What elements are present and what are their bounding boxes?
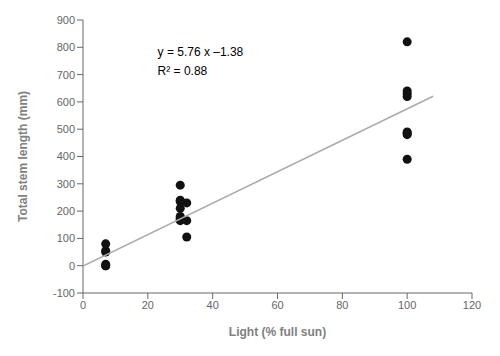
svg-text:400: 400 bbox=[57, 150, 75, 162]
svg-text:20: 20 bbox=[142, 299, 154, 311]
svg-text:Light (% full sun): Light (% full sun) bbox=[229, 325, 326, 339]
svg-text:120: 120 bbox=[463, 299, 481, 311]
svg-text:80: 80 bbox=[336, 299, 348, 311]
svg-text:40: 40 bbox=[207, 299, 219, 311]
svg-text:0: 0 bbox=[80, 299, 86, 311]
svg-text:0: 0 bbox=[69, 260, 75, 272]
svg-text:500: 500 bbox=[57, 123, 75, 135]
svg-text:R² = 0.88: R² = 0.88 bbox=[158, 64, 208, 78]
svg-text:800: 800 bbox=[57, 41, 75, 53]
svg-text:Total stem length (mm): Total stem length (mm) bbox=[16, 91, 30, 222]
svg-text:60: 60 bbox=[271, 299, 283, 311]
svg-text:700: 700 bbox=[57, 69, 75, 81]
svg-text:600: 600 bbox=[57, 96, 75, 108]
svg-text:900: 900 bbox=[57, 14, 75, 26]
svg-text:100: 100 bbox=[398, 299, 416, 311]
svg-text:300: 300 bbox=[57, 178, 75, 190]
svg-text:200: 200 bbox=[57, 205, 75, 217]
svg-text:100: 100 bbox=[57, 232, 75, 244]
svg-text:-100: -100 bbox=[53, 287, 75, 299]
svg-text:y = 5.76 x –1.38: y = 5.76 x –1.38 bbox=[158, 45, 244, 59]
